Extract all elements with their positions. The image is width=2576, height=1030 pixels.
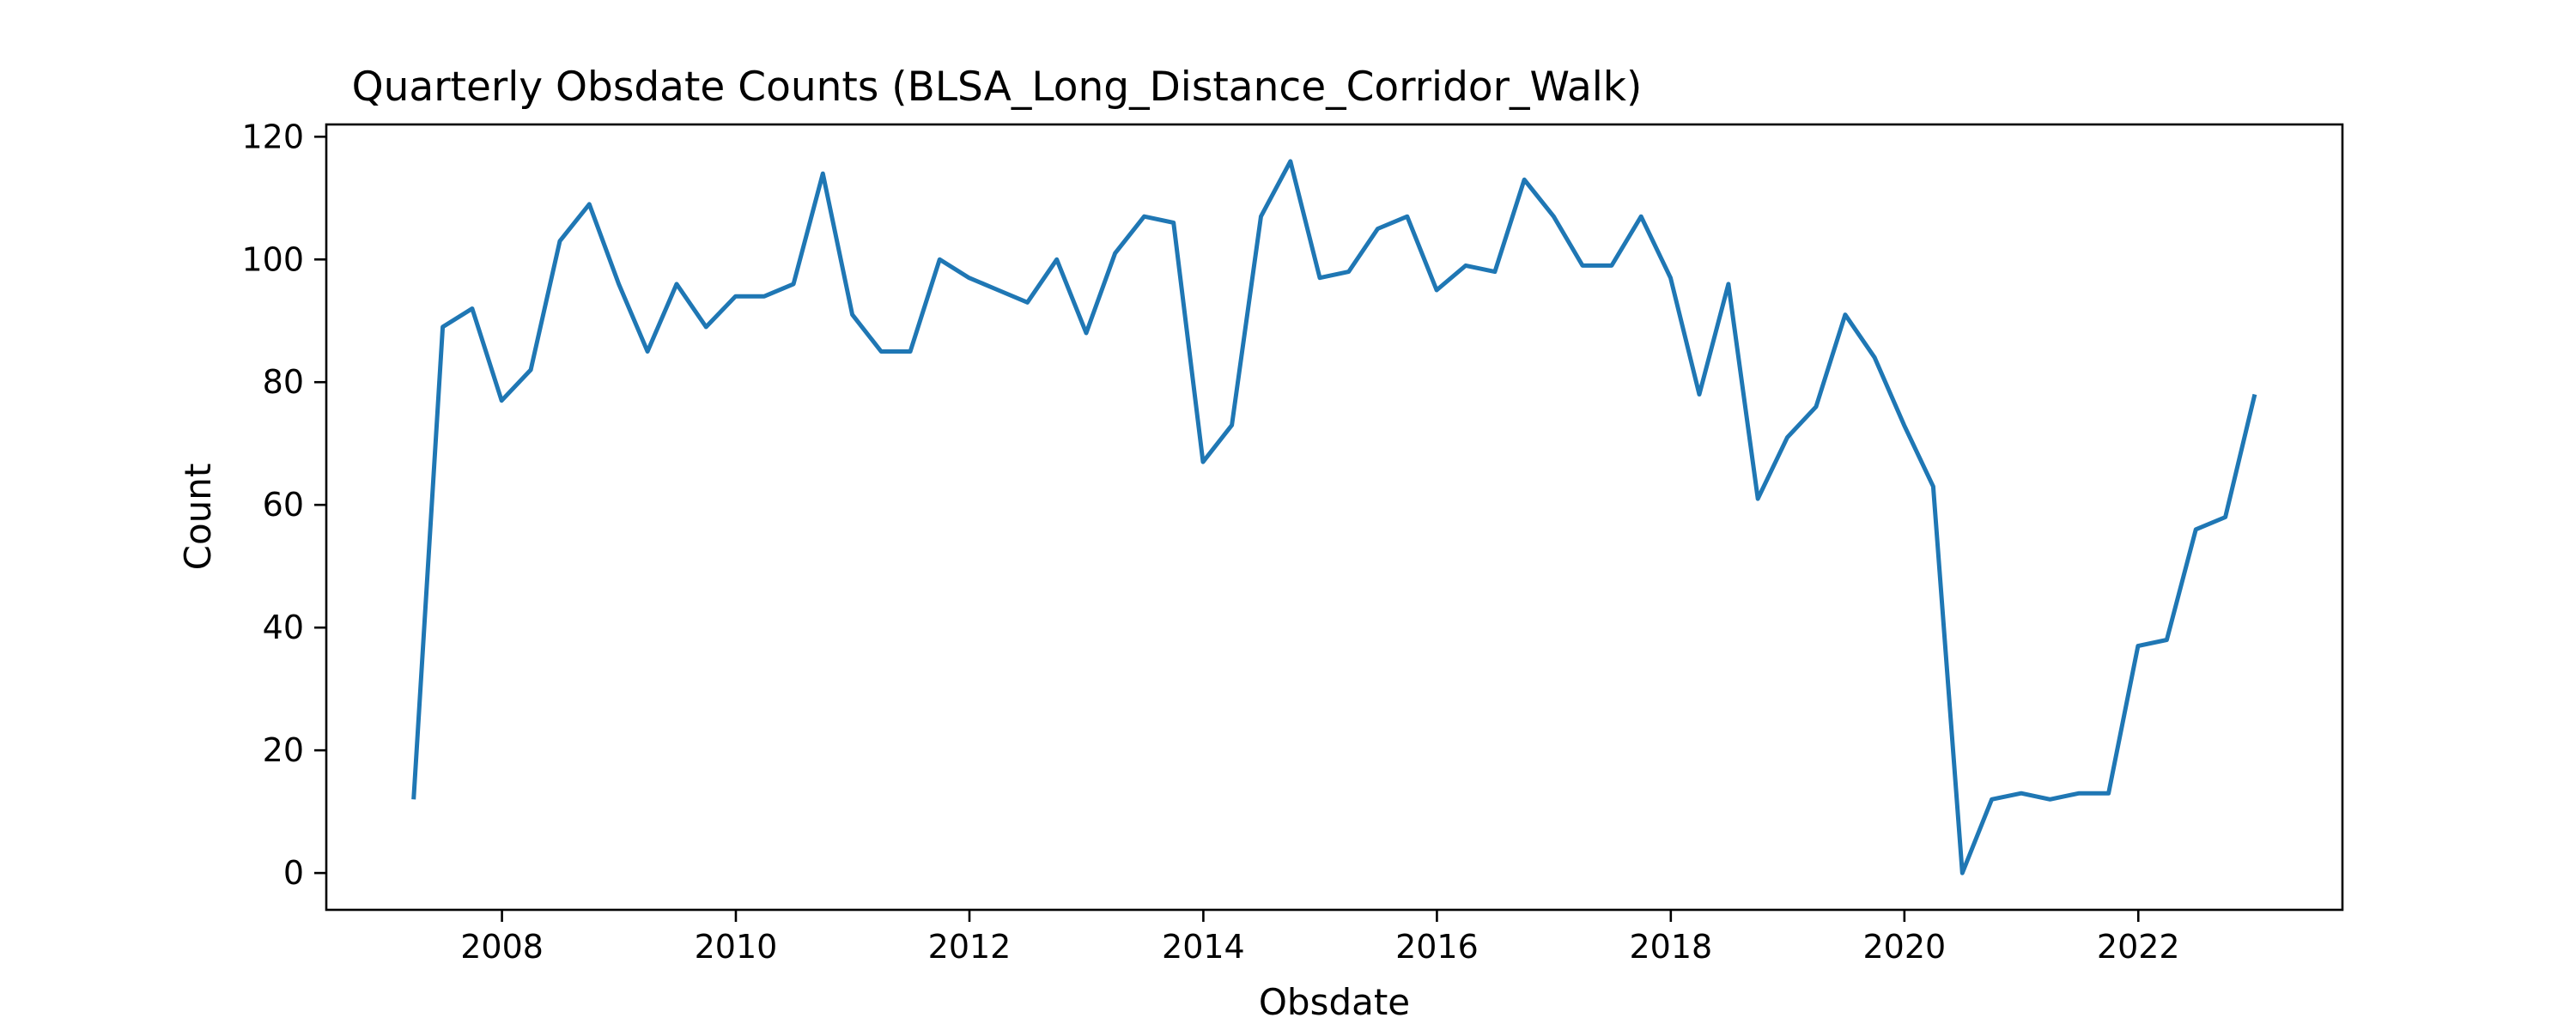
y-axis: 0 20 40 60 80 100 120 [241,118,326,892]
y-tick-label: 80 [263,363,304,401]
x-tick-label: 2012 [928,928,1012,966]
y-tick-label: 100 [241,240,304,278]
y-tick-label: 40 [263,609,304,646]
y-tick-label: 120 [241,118,304,155]
x-tick-label: 2016 [1395,928,1479,966]
y-tick-label: 0 [283,854,304,892]
x-tick-label: 2010 [695,928,778,966]
chart-title: Quarterly Obsdate Counts (BLSA_Long_Dist… [352,64,1643,111]
x-axis-label: Obsdate [1259,981,1410,1023]
plot-frame [325,123,2344,912]
x-tick-label: 2020 [1862,928,1946,966]
plot-area [411,159,2257,876]
x-axis: 2008 2010 2012 2014 2016 2018 2020 2022 [460,910,2180,966]
y-axis-label: Count [177,464,219,571]
x-tick-label: 2014 [1162,928,1245,966]
series-line-0 [411,159,2257,876]
x-tick-label: 2022 [2097,928,2180,966]
x-tick-label: 2018 [1629,928,1712,966]
y-tick-label: 20 [263,731,304,769]
x-tick-label: 2008 [460,928,544,966]
y-tick-label: 60 [263,486,304,524]
